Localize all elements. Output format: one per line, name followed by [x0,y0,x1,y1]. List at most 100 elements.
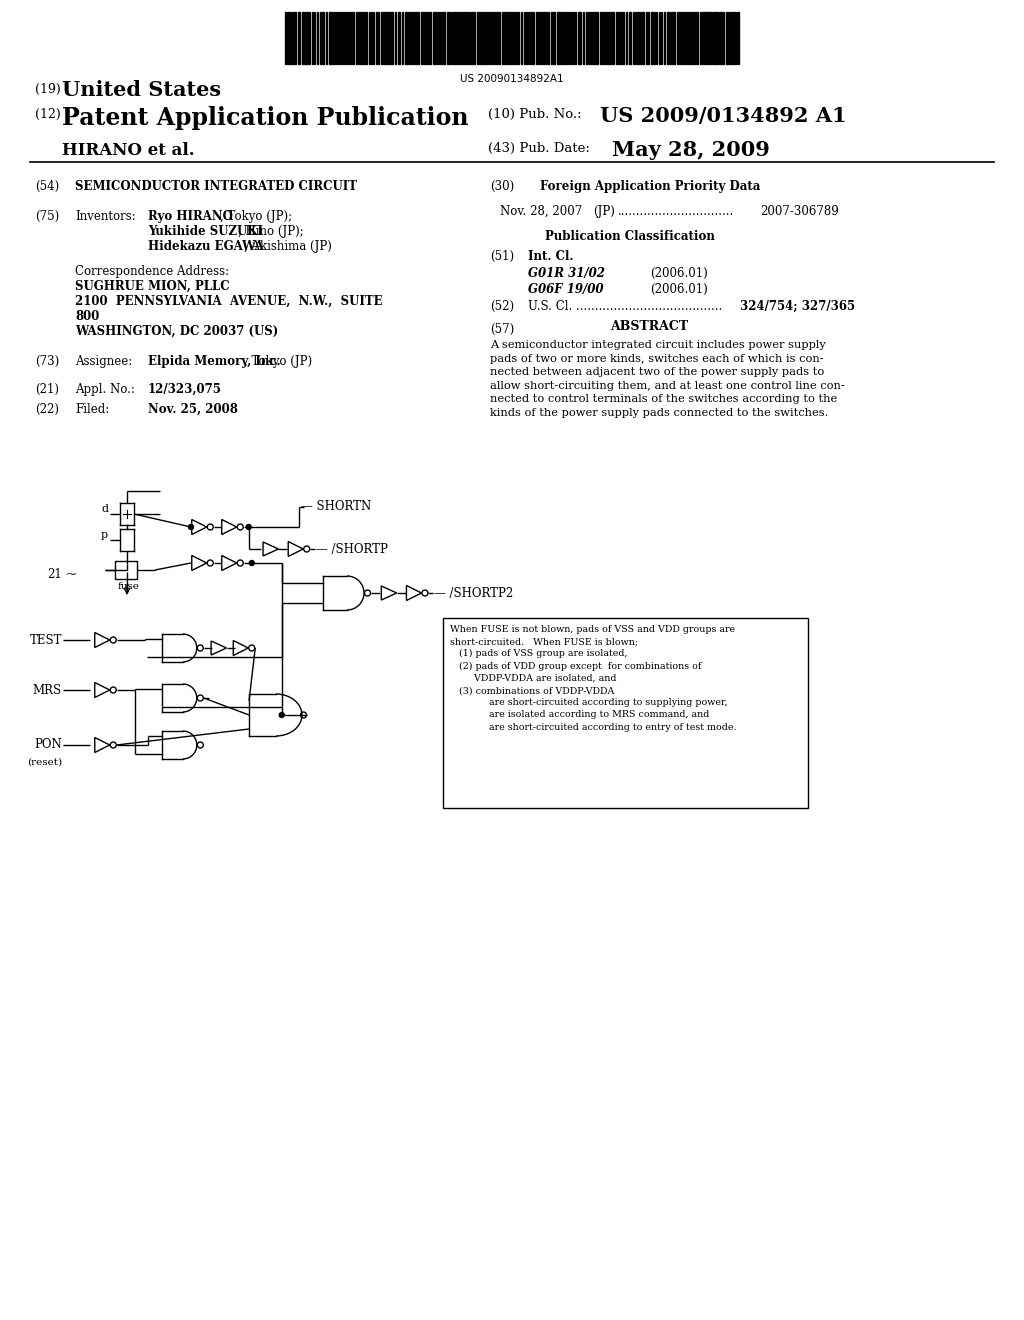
Bar [696,12,698,63]
Text: Int. Cl.: Int. Cl. [528,249,573,263]
Text: , Tokyo (JP): , Tokyo (JP) [244,355,312,368]
Bar [322,12,324,63]
Text: p: p [101,531,108,540]
Text: 324/754; 327/365: 324/754; 327/365 [740,300,855,313]
Bar [720,12,722,63]
Text: US 2009/0134892 A1: US 2009/0134892 A1 [600,106,847,125]
Text: fuse: fuse [118,582,140,591]
Bar [620,12,622,63]
Text: Assignee:: Assignee: [75,355,132,368]
Text: Nov. 25, 2008: Nov. 25, 2008 [148,403,238,416]
Text: Hidekazu EGAWA: Hidekazu EGAWA [148,240,264,253]
Bar [447,12,449,63]
Bar [115,561,137,579]
Text: (43) Pub. Date:: (43) Pub. Date: [488,143,590,154]
Bar [443,618,808,808]
Bar [305,12,308,63]
Bar [737,12,739,63]
Bar [708,12,711,63]
Text: , Akishima (JP): , Akishima (JP) [244,240,332,253]
Text: — SHORTN: — SHORTN [301,500,371,513]
Text: d: d [101,504,108,513]
Bar [463,12,465,63]
Text: A semiconductor integrated circuit includes power supply
pads of two or more kin: A semiconductor integrated circuit inclu… [490,341,845,418]
Text: SUGHRUE MION, PLLC: SUGHRUE MION, PLLC [75,280,229,293]
Text: G01R 31/02: G01R 31/02 [528,267,605,280]
Bar [607,12,609,63]
Text: TEST: TEST [30,634,62,647]
Text: May 28, 2009: May 28, 2009 [612,140,770,160]
Bar [302,12,304,63]
Bar [629,12,631,63]
Bar [298,12,300,63]
Text: Filed:: Filed: [75,403,110,416]
Text: 800: 800 [75,310,99,323]
Text: US 20090134892A1: US 20090134892A1 [460,74,564,84]
Text: (54): (54) [35,180,59,193]
Bar [477,12,479,63]
Bar [424,12,427,63]
Bar [578,12,581,63]
Text: , Hino (JP);: , Hino (JP); [238,224,304,238]
Text: (10) Pub. No.:: (10) Pub. No.: [488,108,586,121]
Text: SEMICONDUCTOR INTEGRATED CIRCUIT: SEMICONDUCTOR INTEGRATED CIRCUIT [75,180,357,193]
Text: G06F 19/00: G06F 19/00 [528,282,603,296]
Bar [504,12,506,63]
Bar [471,12,473,63]
Text: U.S. Cl. .......................................: U.S. Cl. ...............................… [528,300,722,313]
Text: (21): (21) [35,383,59,396]
Bar [466,12,468,63]
Bar [651,12,653,63]
Text: (19): (19) [35,83,65,96]
Text: Elpida Memory, Inc.: Elpida Memory, Inc. [148,355,281,368]
Bar [604,12,606,63]
Bar [734,12,736,63]
Text: — /SHORTP2: — /SHORTP2 [434,586,514,599]
Bar [526,12,528,63]
Bar [406,12,407,63]
Text: (57): (57) [490,323,514,337]
Text: 12/323,075: 12/323,075 [148,383,222,396]
Bar [421,12,423,63]
Bar [693,12,695,63]
Bar [667,12,669,63]
Text: (52): (52) [490,300,514,313]
Text: 2007-306789: 2007-306789 [760,205,839,218]
Bar [415,12,417,63]
Bar [593,12,595,63]
Bar [388,12,391,63]
Text: (73): (73) [35,355,59,368]
Text: MRS: MRS [33,684,62,697]
Text: (2006.01): (2006.01) [650,282,708,296]
Text: Foreign Application Priority Data: Foreign Application Priority Data [540,180,761,193]
Circle shape [246,524,251,529]
Text: Publication Classification: Publication Classification [545,230,715,243]
Bar [360,12,362,63]
Bar [329,12,332,63]
Text: Appl. No.:: Appl. No.: [75,383,135,396]
Circle shape [188,524,194,529]
Bar [442,12,445,63]
Bar [507,12,510,63]
Bar [637,12,639,63]
Bar [690,12,692,63]
Text: — /SHORTP: — /SHORTP [316,543,388,556]
Bar [536,12,538,63]
Text: 2100  PENNSYLVANIA  AVENUE,  N.W.,  SUITE: 2100 PENNSYLVANIA AVENUE, N.W., SUITE [75,294,383,308]
Bar [398,12,400,63]
Text: WASHINGTON, DC 20037 (US): WASHINGTON, DC 20037 (US) [75,325,279,338]
Text: ~: ~ [63,568,77,582]
Bar [285,12,287,63]
Text: Ryo HIRANO: Ryo HIRANO [148,210,232,223]
Bar [705,12,707,63]
Bar [293,12,296,63]
Bar [365,12,367,63]
Text: Yukihide SUZUKI: Yukihide SUZUKI [148,224,263,238]
Bar [543,12,545,63]
Bar [482,12,485,63]
Text: ...............................: ............................... [618,205,734,218]
Bar [385,12,387,63]
Text: Patent Application Publication: Patent Application Publication [62,106,469,129]
Bar [588,12,590,63]
Text: United States: United States [62,81,221,100]
